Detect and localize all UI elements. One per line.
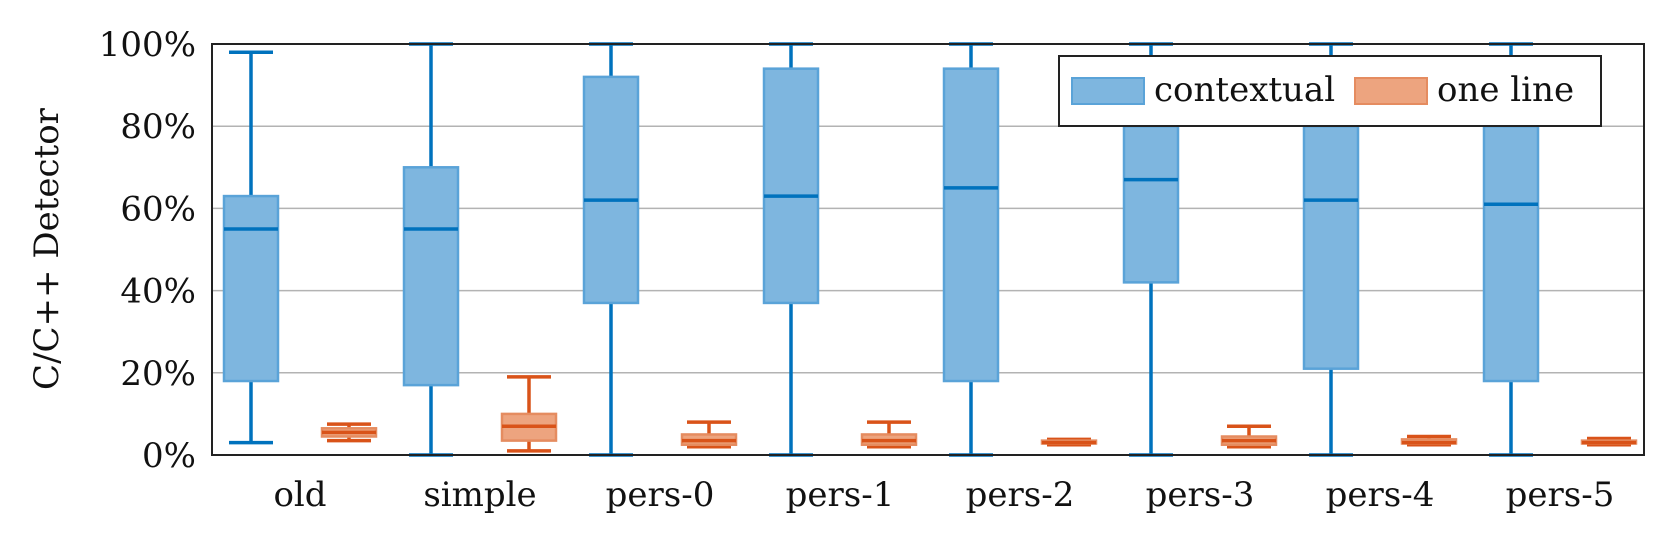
y-tick-label: 0% [142,436,196,476]
x-tick-label: pers-1 [786,475,895,515]
y-tick-label: 80% [120,107,196,147]
iqr-box [402,166,460,387]
iqr-box [762,67,820,305]
iqr-box [1302,124,1360,370]
box-contextual [1122,42,1180,457]
x-tick-label: pers-4 [1326,475,1435,515]
x-tick-label: pers-3 [1146,475,1255,515]
legend-swatch-contextual [1071,77,1145,105]
box-one-line [500,375,558,453]
legend-label-one-line: one line [1437,70,1574,110]
box-contextual [942,42,1000,457]
y-tick-labels: 0% 20% 40% 60% 80% 100% [99,25,196,476]
y-axis-label: C/C++ Detector [27,107,67,390]
box-one-line [860,420,918,449]
box-one-line [1580,436,1638,447]
box-one-line [680,420,738,449]
legend-frame [1058,55,1602,127]
box-contextual [582,42,640,457]
iqr-box [582,75,640,305]
y-tick-label: 20% [120,354,196,394]
plot-frame [211,43,1645,456]
legend-swatch-one-line [1354,77,1428,105]
box-one-line [1040,437,1098,447]
x-tick-label: pers-2 [966,475,1075,515]
y-tick-label: 60% [120,189,196,229]
y-tick-label: 40% [120,272,196,312]
x-tick-label: pers-5 [1506,475,1615,515]
iqr-box [1482,124,1540,383]
legend: contextual one line [1058,55,1602,127]
box-contextual [402,42,460,457]
x-tick-label: simple [423,475,536,515]
iqr-box [942,67,1000,383]
box-contextual [222,50,280,445]
y-tick-label: 100% [99,25,196,65]
box-one-line [1220,424,1278,449]
x-tick-labels: old simple pers-0 pers-1 pers-2 pers-3 pers-4 p… [273,475,1614,515]
x-tick-label: old [273,475,326,515]
x-tick-label: pers-0 [606,475,715,515]
iqr-box [222,194,280,383]
iqr-box [1122,124,1180,284]
box-one-line [320,422,378,443]
box-one-line [1400,434,1458,447]
boxes [222,42,1638,457]
box-contextual [762,42,820,457]
legend-label-contextual: contextual [1154,70,1335,110]
